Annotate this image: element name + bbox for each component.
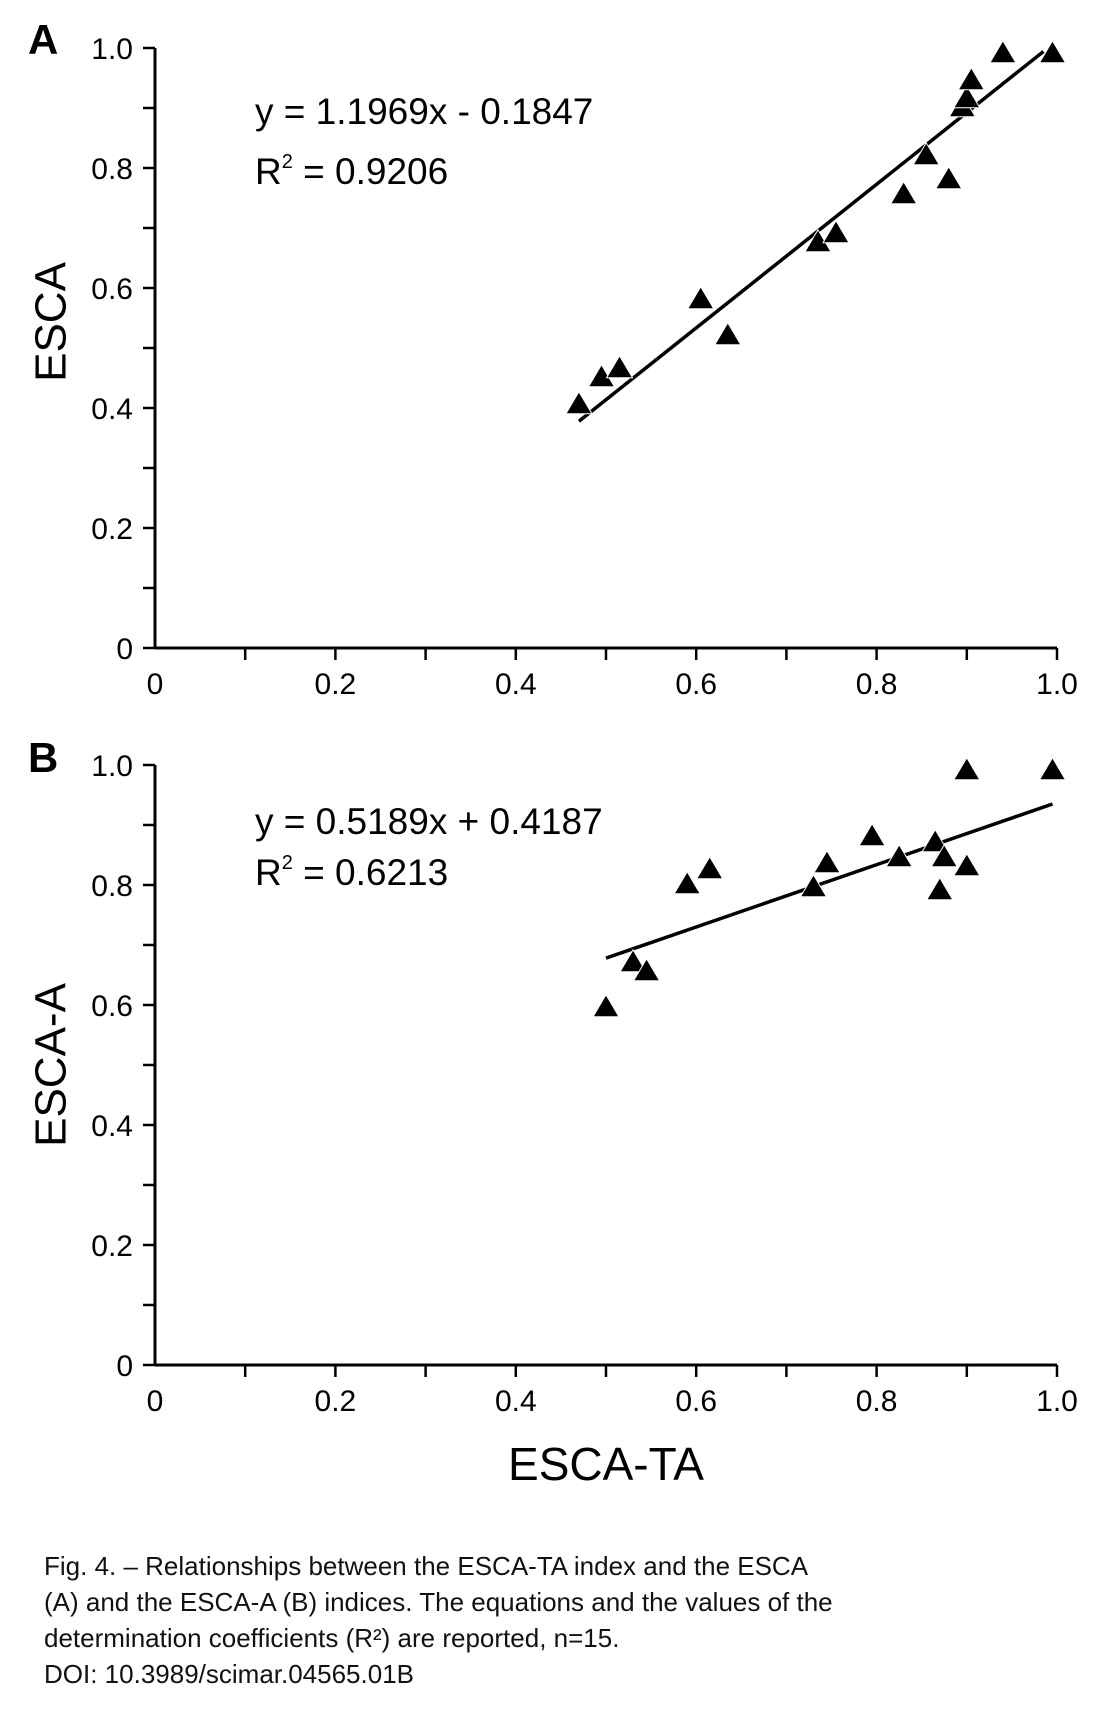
y-tick-label: 0.6	[91, 990, 133, 1023]
data-point	[925, 876, 954, 901]
data-point	[695, 855, 724, 880]
data-point	[989, 39, 1017, 64]
x-tick-label: 0.6	[675, 668, 717, 701]
r-squared-value: = 0.6213	[293, 852, 448, 893]
y-tick-label: 0.4	[91, 393, 133, 426]
data-point	[885, 843, 914, 868]
data-point	[912, 141, 941, 166]
data-point	[799, 873, 828, 898]
y-axis-label: ESCA-A	[27, 982, 76, 1146]
r-squared-symbol: R	[255, 852, 282, 893]
data-point	[686, 285, 715, 310]
panel-label: A	[28, 16, 58, 63]
r-squared-label: R2 = 0.9206	[255, 151, 448, 192]
data-point	[619, 948, 647, 973]
r-squared-superscript: 2	[282, 852, 293, 874]
caption-line: DOI: 10.3989/scimar.04565.01B	[44, 1659, 415, 1689]
x-tick-label: 0	[147, 1385, 164, 1418]
data-point	[957, 66, 986, 91]
data-point	[592, 993, 620, 1018]
data-point	[952, 84, 981, 109]
x-tick-label: 0.8	[856, 668, 898, 701]
chart-panel-a: 0 0.2 0.4 0.6 0.8 1.0 0 0.2 0.4 0.6 0.8 1.0 A ESCA y =…	[27, 16, 1078, 701]
data-point	[822, 219, 850, 244]
data-point	[605, 354, 634, 379]
caption-line: Fig. 4. – Relationships between the ESCA…	[44, 1551, 809, 1581]
regression-equation: y = 0.5189x + 0.4187	[255, 801, 603, 842]
x-tick-label: 0.8	[856, 1385, 898, 1418]
data-point	[673, 870, 702, 895]
y-tick-label: 0.8	[91, 153, 133, 186]
data-point	[565, 390, 593, 415]
y-tick-label: 0.2	[91, 513, 133, 546]
data-point	[930, 843, 959, 868]
data-point	[858, 822, 886, 847]
x-tick-label: 0.2	[315, 1385, 357, 1418]
figure: 0 0.2 0.4 0.6 0.8 1.0 0 0.2 0.4 0.6 0.8 1.0 A ESCA y =…	[27, 16, 1078, 1490]
y-tick-label: 0.8	[91, 870, 133, 903]
data-point	[1038, 756, 1067, 781]
caption-line: (A) and the ESCA-A (B) indices. The equa…	[44, 1587, 833, 1617]
y-tick-label: 1.0	[91, 33, 133, 66]
chart-panel-b: 0 0.2 0.4 0.6 0.8 1.0 0 0.2 0.4 0.6 0.8 1.0 B ESCA-A E…	[27, 734, 1078, 1490]
x-tick-label: 0.2	[315, 668, 357, 701]
y-axis-label: ESCA	[27, 261, 76, 381]
y-tick-label: 0.4	[91, 1110, 133, 1143]
data-point	[713, 321, 742, 346]
x-axis-label: ESCA-TA	[508, 1438, 704, 1490]
panel-label: B	[28, 734, 58, 781]
caption-line: determination coefficients (R²) are repo…	[44, 1623, 620, 1653]
data-point	[889, 180, 918, 205]
r-squared-value: = 0.9206	[293, 151, 448, 192]
y-tick-label: 0.6	[91, 273, 133, 306]
figure-caption: Fig. 4. – Relationships between the ESCA…	[44, 1548, 1064, 1692]
regression-equation: y = 1.1969x - 0.1847	[255, 91, 593, 132]
data-point	[952, 852, 981, 877]
y-tick-label: 0.2	[91, 1230, 133, 1263]
y-tick-label: 1.0	[91, 750, 133, 783]
x-tick-label: 0.4	[495, 1385, 537, 1418]
x-tick-label: 1.0	[1036, 1385, 1078, 1418]
x-tick-label: 0.4	[495, 668, 537, 701]
x-tick-label: 0.6	[675, 1385, 717, 1418]
r-squared-superscript: 2	[282, 151, 293, 173]
data-point	[632, 957, 661, 982]
x-tick-label: 0	[147, 668, 164, 701]
r-squared-symbol: R	[255, 151, 282, 192]
data-point	[952, 756, 981, 781]
data-point	[813, 849, 841, 874]
data-point	[921, 828, 950, 853]
data-point	[934, 165, 963, 190]
data-point	[1038, 39, 1067, 64]
trend-line	[605, 802, 1054, 960]
y-tick-label: 0	[116, 633, 133, 666]
r-squared-label: R2 = 0.6213	[255, 852, 448, 893]
y-tick-label: 0	[116, 1350, 133, 1383]
x-tick-label: 1.0	[1036, 668, 1078, 701]
